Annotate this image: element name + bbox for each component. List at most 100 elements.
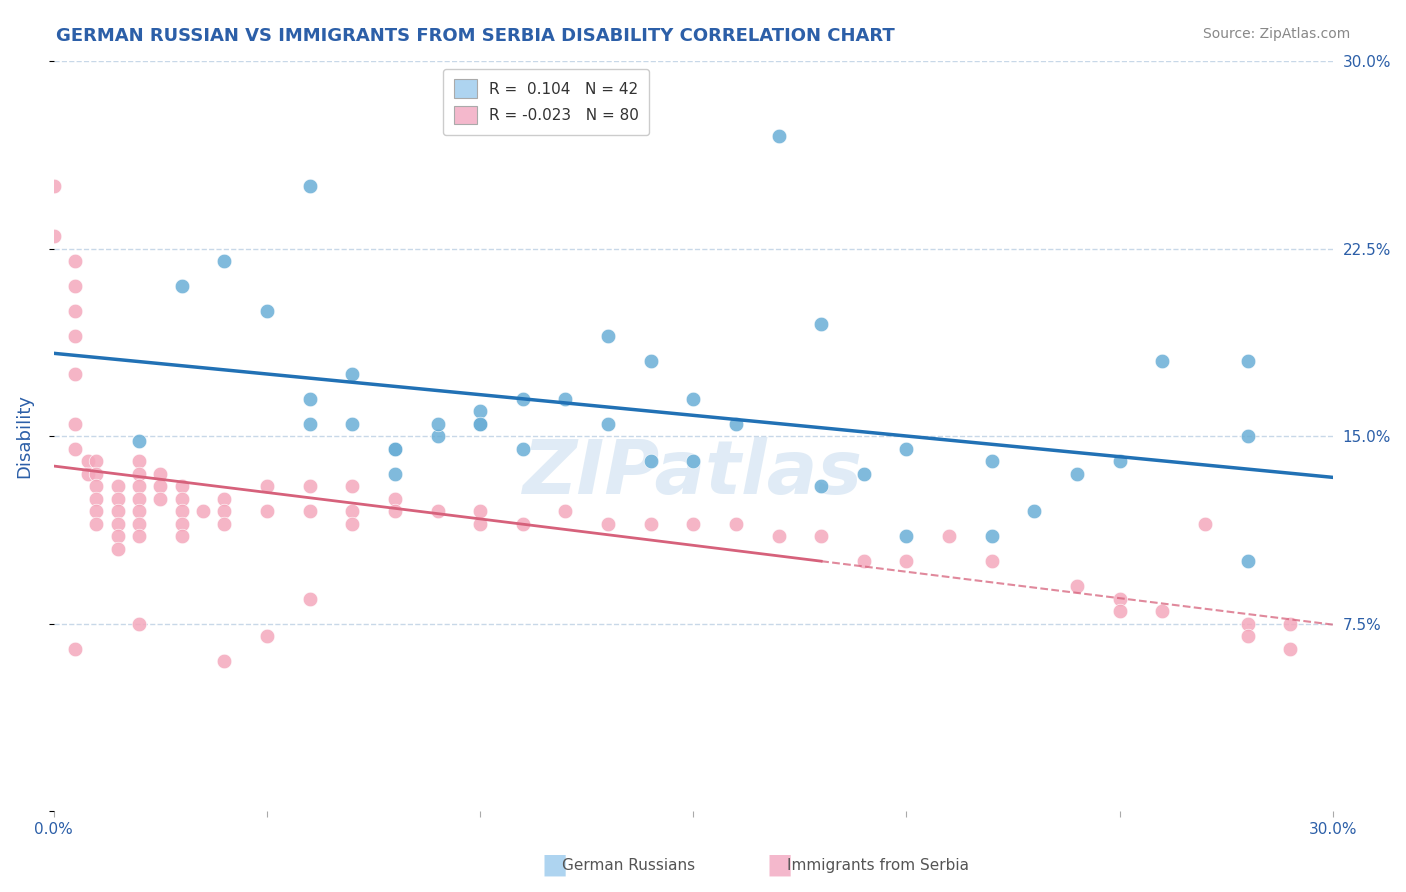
Point [63,367,86,381]
Point [1024,504,1046,518]
Point [63,329,86,343]
Point [128,516,150,531]
Text: ■: ■ [541,850,568,879]
Point [42,229,65,244]
Point [1279,641,1302,656]
Point [86,479,108,493]
Point [468,417,491,431]
Point [384,467,406,481]
Point [128,434,150,449]
Point [298,479,321,493]
Point [86,504,108,518]
Point [298,417,321,431]
Point [298,179,321,194]
Point [107,541,129,556]
Point [596,516,619,531]
Point [63,279,86,293]
Point [128,479,150,493]
Point [810,317,832,331]
Point [768,129,790,144]
Point [107,479,129,493]
Point [384,442,406,456]
Point [86,454,108,468]
Point [63,304,86,318]
Point [384,491,406,506]
Point [77,467,100,481]
Point [468,404,491,418]
Point [107,529,129,543]
Point [1066,579,1088,593]
Point [1108,604,1130,618]
Text: Source: ZipAtlas.com: Source: ZipAtlas.com [1202,27,1350,41]
Point [640,354,662,368]
Point [512,392,534,406]
Point [214,491,236,506]
Point [980,554,1002,568]
Point [980,529,1002,543]
Point [810,479,832,493]
Point [170,504,193,518]
Point [810,529,832,543]
Point [1108,454,1130,468]
Point [86,491,108,506]
Point [938,529,960,543]
Point [426,504,449,518]
Point [63,417,86,431]
Point [128,467,150,481]
Point [896,442,918,456]
Point [128,504,150,518]
Point [170,529,193,543]
Point [42,179,65,194]
Point [256,629,278,643]
Point [554,504,576,518]
Point [342,504,364,518]
Point [426,417,449,431]
Point [298,392,321,406]
Point [1236,629,1258,643]
Point [128,454,150,468]
Point [342,417,364,431]
Point [512,442,534,456]
Point [298,591,321,606]
Point [1236,429,1258,443]
Point [298,504,321,518]
Text: ZIPatlas: ZIPatlas [523,437,863,510]
Point [170,491,193,506]
Point [128,491,150,506]
Point [342,479,364,493]
Point [896,529,918,543]
Point [63,442,86,456]
Point [1236,616,1258,631]
Text: GERMAN RUSSIAN VS IMMIGRANTS FROM SERBIA DISABILITY CORRELATION CHART: GERMAN RUSSIAN VS IMMIGRANTS FROM SERBIA… [56,27,896,45]
Point [596,417,619,431]
Point [63,254,86,268]
Point [256,504,278,518]
Point [468,504,491,518]
Point [896,554,918,568]
Point [149,467,172,481]
Point [852,467,875,481]
Point [214,254,236,268]
Point [63,641,86,656]
Point [149,491,172,506]
Point [214,516,236,531]
Point [384,442,406,456]
Point [426,429,449,443]
Text: ■: ■ [766,850,793,879]
Point [86,516,108,531]
Point [342,367,364,381]
Legend: R =  0.104   N = 42, R = -0.023   N = 80: R = 0.104 N = 42, R = -0.023 N = 80 [443,69,650,135]
Point [1152,354,1174,368]
Y-axis label: Disability: Disability [15,394,32,478]
Point [980,454,1002,468]
Point [1194,516,1216,531]
Point [852,554,875,568]
Point [682,516,704,531]
Text: German Russians: German Russians [562,858,696,872]
Point [170,516,193,531]
Point [640,516,662,531]
Point [1152,604,1174,618]
Point [554,392,576,406]
Point [256,304,278,318]
Point [107,504,129,518]
